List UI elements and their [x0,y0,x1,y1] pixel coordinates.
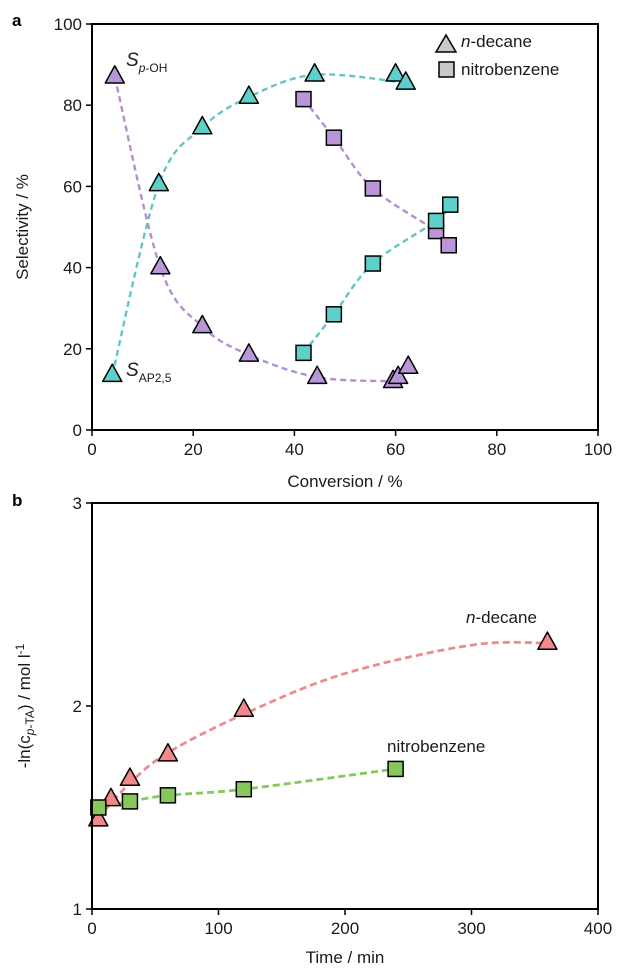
data-point-square [441,196,459,213]
data-point-triangle [395,71,416,90]
data-point-square [159,787,177,804]
b-ylabel-pre: -ln(c [15,735,34,769]
panel-b-frame [91,502,599,910]
annotation-n-decane-rest: -decane [475,608,536,627]
data-point-triangle [306,365,328,385]
data-point-square [325,129,343,146]
annotation-n-decane: n-decane [466,608,537,627]
data-point-triangle [104,65,126,84]
panel-a-frame [91,23,599,431]
annotation-s-ap25-sub: AP2,5 [139,371,172,385]
panel-a-ticks: 0 20 40 60 80 100 0 20 40 60 80 100 [54,15,613,459]
y-tick-label: 100 [54,15,82,34]
x-tick-label: 400 [584,919,612,938]
y-tick-label: 60 [63,177,82,196]
b-ylabel-sub-rest: -TA [23,710,37,728]
data-point-triangle [238,343,260,362]
legend-triangle-marker [434,33,458,53]
panel-a-trend-lines [111,73,452,383]
x-tick-label: 0 [87,919,96,938]
y-tick-label: 0 [73,421,82,440]
legend-nitrobenzene: nitrobenzene [461,60,559,79]
panel-a-x-axis-label: Conversion / % [287,472,402,491]
annotation-s-p-oh-sub: -OH [145,61,167,75]
data-point-square [295,344,312,362]
data-point-square [325,306,343,323]
data-point-triangle [157,742,179,762]
panel-b: b 0 100 200 300 400 1 2 3 Time / min -ln(cp-TA)… [12,491,612,967]
data-point-square [295,90,312,108]
panel-b-label: b [12,491,22,510]
data-point-triangle [387,365,409,385]
data-point-square [427,212,445,230]
legend-n-decane-italic: n [461,32,470,51]
annotation-n-decane-italic: n [466,608,475,627]
x-tick-label: 60 [386,440,405,459]
annotation-s-p-oh: Sp-OH [126,50,167,75]
y-tick-label: 80 [63,96,82,115]
data-point-triangle [537,631,558,651]
y-tick-label: 20 [63,340,82,359]
data-point-square [121,793,139,810]
x-tick-label: 100 [584,440,612,459]
data-point-triangle [101,363,123,383]
data-point-triangle [192,314,213,334]
x-tick-label: 80 [487,440,506,459]
data-point-square [364,180,382,197]
data-point-square [440,237,457,254]
data-point-triangle [233,698,255,718]
annotation-s-ap25: SAP2,5 [126,360,172,385]
data-point-square [364,255,382,272]
data-point-triangle [119,767,141,787]
y-tick-label: 40 [63,259,82,278]
panel-a-y-axis-label: Selectivity / % [13,174,32,280]
trend-line-nitrobenzene-p-oh [302,98,450,247]
data-point-square [387,760,404,778]
x-tick-label: 0 [87,440,96,459]
panel-a-label: a [12,11,22,30]
b-ylabel-sup: -1 [13,643,27,654]
panel-b-y-axis-label: -ln(cp-TA) / mol l-1 [13,643,37,768]
annotation-s-p-oh-sub-italic: p [138,61,146,75]
trend-line-decane-ap25 [111,73,406,376]
data-point-square [90,799,107,816]
x-tick-label: 20 [184,440,203,459]
legend-n-decane-rest: -decane [470,32,531,51]
annotation-s-ap25-main: S [126,360,139,381]
data-point-triangle [238,85,260,105]
y-tick-label: 3 [73,494,82,513]
x-tick-label: 200 [331,919,359,938]
y-tick-label: 1 [73,900,82,919]
x-tick-label: 300 [457,919,485,938]
panel-a-legend: n-decane nitrobenzene [434,32,559,79]
x-tick-label: 40 [285,440,304,459]
data-point-triangle [148,172,170,192]
legend-square-marker [438,61,455,78]
trend-line-decane-p-oh [113,76,394,383]
data-point-triangle [88,807,109,827]
y-tick-label: 2 [73,697,82,716]
panel-b-markers [88,631,558,827]
data-point-triangle [398,355,419,375]
b-ylabel-sub-italic: p [23,728,37,736]
annotation-s-p-oh-main: S [126,50,139,71]
data-point-triangle [150,255,171,275]
legend-n-decane: n-decane [461,32,532,51]
b-ylabel-post: ) / mol l [15,654,34,710]
x-tick-label: 100 [204,919,232,938]
panel-a: a 0 20 40 60 80 100 0 20 40 60 80 100 Conversion / … [12,11,612,491]
data-point-square [235,780,253,798]
data-point-triangle [192,115,213,135]
panel-a-markers [101,63,459,389]
panel-b-x-axis-label: Time / min [306,948,385,967]
annotation-nitrobenzene: nitrobenzene [387,737,485,756]
panel-b-ticks: 0 100 200 300 400 1 2 3 [73,494,613,938]
data-point-triangle [385,63,406,82]
data-point-triangle [304,63,325,82]
